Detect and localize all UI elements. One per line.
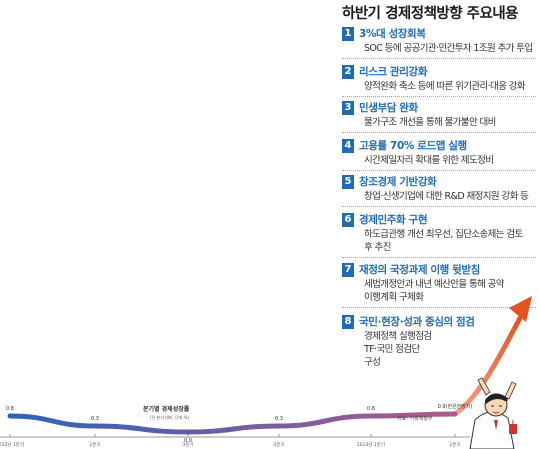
item-divider (342, 96, 536, 97)
item-description: 시간제일자리 확대를 위한 제도정비 (364, 155, 494, 166)
x-tick-label: 2분기 (89, 441, 100, 448)
item-number: 8 (342, 315, 354, 329)
x-tick-label: 2분기 (449, 441, 460, 448)
item-title: 창조경제 기반강화 (359, 176, 437, 188)
item-title: 경제민주화 구현 (359, 214, 428, 226)
policy-item: 1 3%대 성장회복 SOC 등에 공공기관·민간투자 1조원 추가 투입 (342, 27, 536, 59)
item-number: 7 (342, 263, 354, 277)
item-description: 양적완화 축소 등에 따른 위기관리·대응 강화 (364, 81, 526, 92)
x-tick-label: 2013년 1분기 (357, 441, 385, 448)
item-title: 민생부담 완화 (359, 102, 418, 114)
item-divider (342, 170, 536, 171)
item-description: 후 추진 (364, 242, 391, 253)
data-label: 0.8 (6, 406, 14, 412)
item-description: 이행계획 구체화 (364, 292, 424, 303)
item-number: 6 (342, 213, 354, 227)
series-line (7, 411, 458, 435)
item-number: 4 (342, 139, 354, 153)
item-description: TF·국민 점검단 (364, 344, 420, 355)
item-number: 3 (342, 101, 354, 115)
chart-subtitle: (전 분기 대비, 단위:%) (150, 414, 190, 420)
item-description: 구성 (364, 357, 381, 368)
item-description: 경제정책 실행점검 (364, 331, 432, 342)
data-label: 0.0 (184, 438, 192, 444)
item-title: 리스크 관리강화 (359, 66, 428, 78)
data-label: 0.9(한은전망치) (438, 403, 473, 410)
item-title: 3%대 성장회복 (359, 28, 426, 40)
item-divider (342, 307, 536, 308)
chart-title: 분기별 경제성장률 (143, 405, 190, 413)
item-divider (342, 132, 536, 133)
item-title: 국민·현장·성과 중심의 점검 (359, 316, 475, 328)
item-description: 창업·신생기업에 대한 R&D 재정지원 강화 등 (364, 191, 529, 202)
growth-arrowhead (509, 296, 532, 322)
item-number: 5 (342, 175, 354, 189)
x-tick-label: 3분기 (182, 441, 193, 448)
item-description: SOC 등에 공공기관·민간투자 1조원 추가 투입 (364, 43, 533, 54)
page-title: 하반기 경제정책방향 주요내용 (342, 6, 519, 22)
person-illustration (469, 377, 517, 449)
data-label: 0.3 (275, 416, 283, 422)
item-number: 2 (342, 65, 354, 79)
item-description: 세법개정안과 내년 예산안을 통해 공약 (364, 279, 505, 290)
item-divider (342, 206, 536, 207)
growth-arrow (452, 315, 523, 417)
data-label: 0.8 (367, 406, 375, 412)
item-title: 고용률 70% 로드맵 실행 (359, 140, 467, 152)
item-divider (342, 257, 536, 258)
x-tick-label: 4분기 (273, 441, 284, 448)
item-description: 물가구조 개선을 통해 물가불안 대비 (364, 117, 496, 128)
x-tick-label: 2012년 1분기 (0, 441, 24, 448)
source-note: 자료: 기획재정부 (397, 415, 433, 422)
data-label: 0.3 (91, 416, 99, 422)
item-title: 재정의 국정과제 이행 뒷받침 (359, 264, 480, 276)
item-number: 1 (342, 27, 354, 41)
item-description: 하도급관행 개선 최우선, 집단소송제는 검토 (364, 229, 523, 240)
item-divider (342, 58, 536, 59)
